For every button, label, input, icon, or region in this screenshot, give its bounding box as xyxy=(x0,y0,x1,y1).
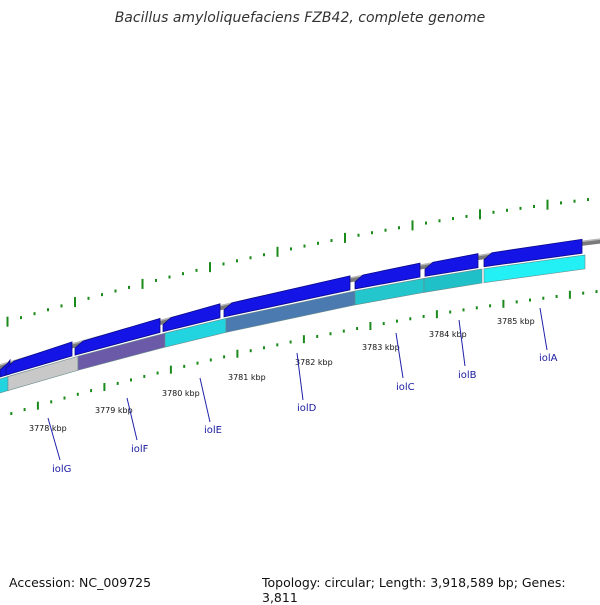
gene-label-iolG: iolG xyxy=(52,464,71,475)
gene-arrow xyxy=(162,303,221,333)
gene-leader-lines xyxy=(47,307,548,461)
gene-arrow xyxy=(424,253,479,277)
kbp-label-3784: 3784 kbp xyxy=(429,330,467,339)
kbp-label-3779: 3779 kbp xyxy=(95,406,133,415)
gene-arrow xyxy=(483,238,583,268)
gene-label-iolA: iolA xyxy=(539,353,558,364)
kbp-label-3785: 3785 kbp xyxy=(497,317,535,326)
gene-arrow xyxy=(354,262,421,290)
kbp-label-3778: 3778 kbp xyxy=(29,424,67,433)
gene-label-iolF: iolF xyxy=(131,444,149,455)
gene-label-iolE: iolE xyxy=(204,425,222,436)
kbp-label-3782: 3782 kbp xyxy=(295,358,333,367)
accession-text: Accession: NC_009725 xyxy=(9,575,152,590)
cds-block xyxy=(0,376,9,394)
kbp-label-3783: 3783 kbp xyxy=(362,343,400,352)
map-title: Bacillus amyloliquefaciens FZB42, comple… xyxy=(114,10,486,26)
gene-features xyxy=(0,238,586,394)
kbp-label-3781: 3781 kbp xyxy=(228,373,266,382)
gene-arrow xyxy=(74,317,161,356)
outer-tick-ring xyxy=(6,198,589,327)
gene-labels: iolG iolF iolE iolD iolC iolB iolA xyxy=(52,353,558,475)
gene-label-iolC: iolC xyxy=(396,382,415,393)
topology-summary: Topology: circular; Length: 3,918,589 bp… xyxy=(262,575,566,605)
cds-block xyxy=(423,268,483,293)
inner-tick-ring xyxy=(10,290,598,416)
kbp-label-3780: 3780 kbp xyxy=(162,389,200,398)
gene-arrow xyxy=(223,275,351,318)
gene-arrow xyxy=(5,341,73,376)
kbp-labels: 3778 kbp 3779 kbp 3780 kbp 3781 kbp 3782… xyxy=(29,317,535,433)
gene-label-iolB: iolB xyxy=(458,370,477,381)
gene-label-iolD: iolD xyxy=(297,403,317,414)
cds-block xyxy=(483,254,586,284)
